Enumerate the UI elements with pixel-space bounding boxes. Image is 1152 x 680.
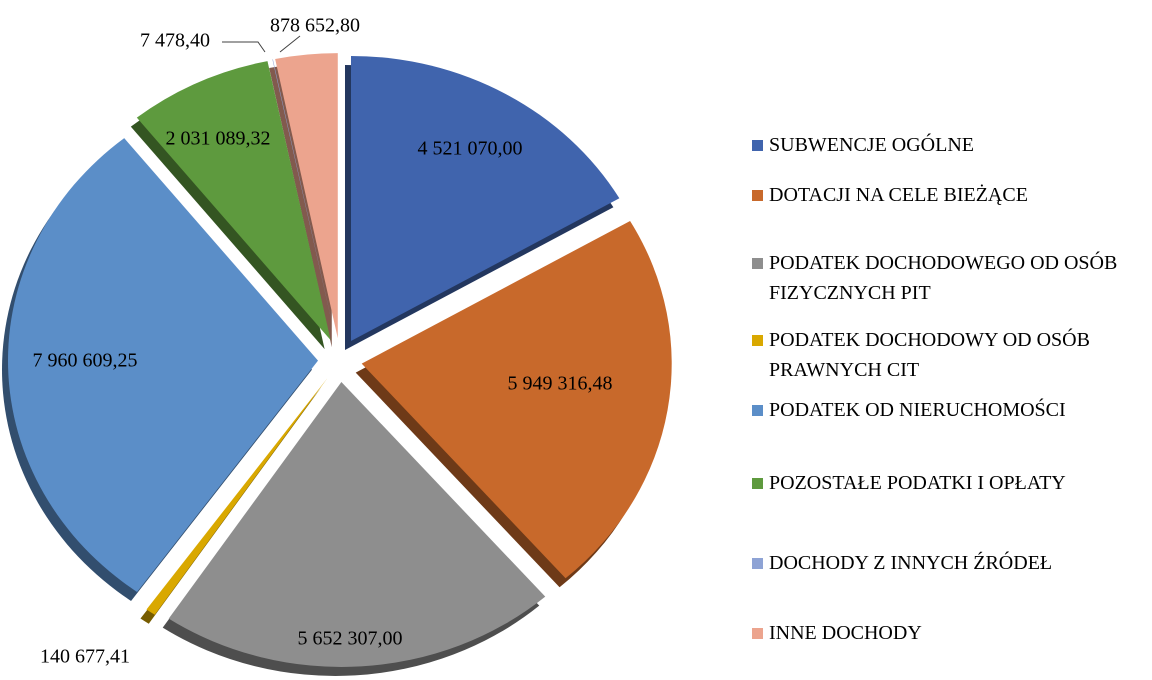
slice	[361, 220, 672, 579]
legend-label: PODATEK DOCHODOWY OD OSÓB PRAWNYCH CIT	[769, 329, 1090, 381]
leader-line	[222, 41, 266, 53]
slice	[168, 381, 546, 667]
slice	[350, 55, 620, 341]
legend-item: DOCHODY Z INNYCH ŹRÓDEŁ	[752, 548, 1142, 578]
legend-label: SUBWENCJE OGÓLNE	[769, 134, 974, 156]
data-label: 7 478,40	[140, 30, 210, 52]
legend-item: INNE DOCHODY	[752, 618, 1142, 648]
legend-swatch	[752, 628, 763, 639]
legend-item: SUBWENCJE OGÓLNE	[752, 130, 1142, 160]
legend-item: PODATEK OD NIERUCHOMOŚCI	[752, 395, 1142, 425]
data-label: 7 960 609,25	[33, 350, 138, 372]
slice	[275, 53, 338, 339]
data-label: 4 521 070,00	[418, 138, 523, 160]
slice	[272, 59, 336, 339]
legend-swatch	[752, 258, 763, 269]
legend-swatch	[752, 558, 763, 569]
slice	[8, 138, 319, 592]
data-label: 140 677,41	[40, 646, 130, 668]
data-label: 2 031 089,32	[166, 128, 271, 150]
legend-label: PODATEK OD NIERUCHOMOŚCI	[769, 399, 1066, 421]
legend-label: DOTACJI NA CELE BIEŻĄCE	[769, 184, 1028, 206]
slice	[136, 61, 331, 341]
legend-label: DOCHODY Z INNYCH ŹRÓDEŁ	[769, 552, 1053, 574]
data-label: 878 652,80	[270, 15, 360, 37]
legend-label: INNE DOCHODY	[769, 622, 922, 644]
legend-item: DOTACJI NA CELE BIEŻĄCE	[752, 180, 1142, 210]
legend-swatch	[752, 190, 763, 201]
legend-swatch	[752, 335, 763, 346]
data-label: 5 949 316,48	[508, 373, 613, 395]
leader-line	[279, 35, 301, 53]
data-label: 5 652 307,00	[298, 628, 403, 650]
slice	[146, 378, 328, 615]
legend-swatch	[752, 478, 763, 489]
legend-label: PODATEK DOCHODOWEGO OD OSÓB FIZYCZNYCH P…	[769, 252, 1118, 304]
legend-item: PODATEK DOCHODOWEGO OD OSÓB FIZYCZNYCH P…	[752, 248, 1142, 308]
legend-item: POZOSTAŁE PODATKI I OPŁATY	[752, 468, 1142, 498]
legend-label: POZOSTAŁE PODATKI I OPŁATY	[769, 472, 1066, 494]
legend-item: PODATEK DOCHODOWY OD OSÓB PRAWNYCH CIT	[752, 325, 1142, 385]
legend-swatch	[752, 140, 763, 151]
legend-swatch	[752, 405, 763, 416]
